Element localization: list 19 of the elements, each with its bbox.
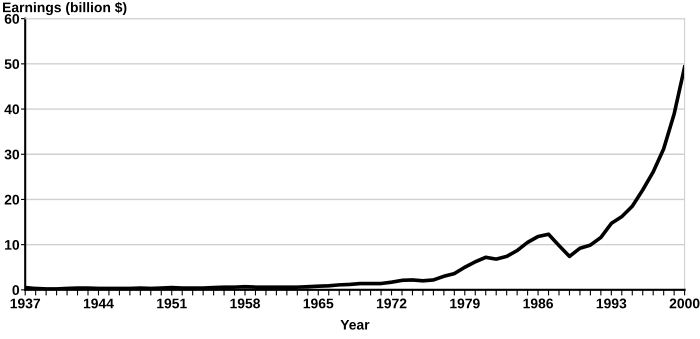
- x-axis-title: Year: [340, 320, 370, 330]
- y-tick-label: 40: [4, 104, 20, 114]
- x-tick-label: 1993: [596, 298, 626, 308]
- y-tick-label: 60: [4, 14, 20, 24]
- x-tick-label: 1965: [304, 298, 334, 308]
- x-tick-label: 1958: [230, 298, 260, 308]
- x-tick-label: 1951: [157, 298, 187, 308]
- y-tick-label: 20: [4, 194, 20, 205]
- x-tick-label: 1972: [376, 298, 406, 308]
- y-tick-label: 30: [4, 150, 20, 160]
- x-tick-label: 2000: [670, 298, 700, 308]
- y-tick-label: 0: [12, 285, 20, 296]
- y-axis-title: Earnings (billion $): [3, 2, 126, 16]
- y-tick-label: 50: [4, 59, 20, 70]
- x-tick-label: 1937: [10, 298, 40, 308]
- x-tick-label: 1979: [450, 298, 480, 308]
- y-tick-label: 10: [5, 240, 20, 250]
- x-tick-label: 1986: [523, 298, 554, 308]
- x-tick-label: 1944: [84, 298, 114, 308]
